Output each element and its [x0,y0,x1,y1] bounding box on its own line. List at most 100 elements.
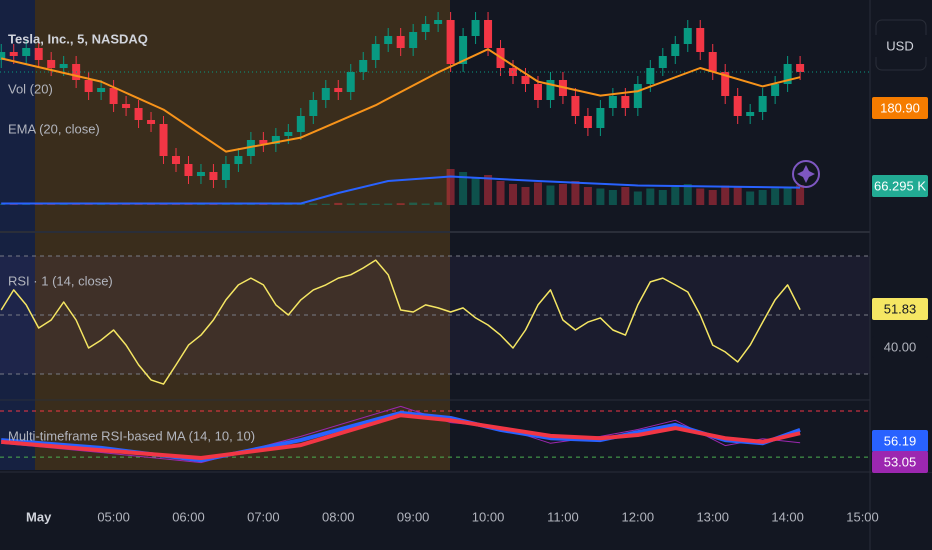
candle-body [184,164,193,176]
badge-bg [872,175,928,197]
volume-bar [608,190,617,205]
volume-bar [496,181,505,205]
volume-bar [546,185,555,205]
candle-body [134,108,143,120]
x-tick-label: 15:00 [846,509,879,524]
volume-bar [409,202,418,205]
candle-body [196,172,205,176]
volume-bar [484,175,493,205]
volume-bar [558,184,567,205]
volume-bar [783,187,792,205]
volume-bar [533,182,542,205]
candle-body [209,172,218,180]
candle-body [596,108,605,128]
premarket-shade [0,0,35,470]
candle-body [309,100,318,116]
rsi-legend[interactable]: RSI · 1 (14, close) [8,273,113,288]
volume-bar [746,191,755,205]
volume-bar [509,184,518,205]
volume-bar [34,204,43,205]
volume-bar [696,188,705,205]
x-tick-label: 14:00 [771,509,804,524]
ema-line [0,48,801,153]
volume-legend[interactable]: Vol (20) [8,81,53,96]
candle-body [421,24,430,32]
badge-label: 40.00 [884,339,917,354]
candle-body [171,156,180,164]
mtf-legend[interactable]: Multi-timeframe RSI-based MA (14, 10, 10… [8,428,255,443]
volume-bar [459,172,468,205]
x-tick-label: 12:00 [622,509,655,524]
x-tick-label: May [26,509,52,524]
candle-body [459,36,468,64]
candle-body [396,36,405,48]
volume-bar [384,203,393,205]
badge-label: 66.295 K [874,178,926,193]
candle-body [758,96,767,112]
volume-bar [434,202,443,205]
candle-body [471,20,480,36]
x-tick-label: 07:00 [247,509,280,524]
x-tick-label: 10:00 [472,509,505,524]
candle-body [683,28,692,44]
candle-body [733,96,742,116]
candle-body [334,88,343,92]
volume-bar [721,185,730,205]
sparkle [797,165,815,183]
candle-body [509,68,518,76]
candle-body [671,44,680,56]
candle-body [97,88,106,92]
candle-body [384,36,393,44]
candle-body [47,60,56,68]
volume-bar [196,204,205,205]
badge-bg [872,430,928,452]
candle-body [371,44,380,60]
badge-label: 53.05 [884,454,917,469]
candle-body [571,96,580,116]
candle-body [646,68,655,84]
x-tick-label: 08:00 [322,509,355,524]
badge-bg [872,336,928,358]
x-tick-label: 11:00 [547,509,579,524]
badge-bg [872,451,928,473]
candle-body [633,84,642,108]
badge-label: USD [886,38,913,53]
volume-bar [309,203,318,205]
candle-body [346,72,355,92]
volume-bar [9,204,18,205]
badge-bg [872,97,928,119]
volume-bar [359,203,368,205]
badge-label: 56.19 [884,433,917,448]
volume-bar [334,202,343,205]
candle-body [708,52,717,72]
candle-body [59,64,68,68]
candle-body [122,104,131,108]
candle-body [246,140,255,156]
candle-body [771,84,780,96]
candle-body [221,164,230,180]
x-tick-label: 05:00 [97,509,130,524]
volume-bar [421,203,430,205]
candle-body [783,64,792,84]
candle-body [796,64,805,72]
volume-bar [621,187,630,205]
assistant-icon[interactable] [792,160,820,188]
indicator-line [0,259,801,385]
candle-body [34,48,43,60]
candle-body [533,84,542,100]
candle-body [721,72,730,96]
candle-body [608,96,617,108]
symbol-title[interactable]: Tesla, Inc., 5, NASDAQ [8,31,148,46]
volume-bar [109,204,118,205]
volume-bar [771,188,780,205]
volume-bar [72,204,81,205]
price-scale [871,0,932,472]
candle-body [271,136,280,144]
ema-legend[interactable]: EMA (20, close) [8,121,100,136]
volume-bar [646,188,655,205]
candle-body [546,80,555,100]
session-shade [35,0,450,470]
volume-bar [471,178,480,205]
candle-body [0,52,6,60]
